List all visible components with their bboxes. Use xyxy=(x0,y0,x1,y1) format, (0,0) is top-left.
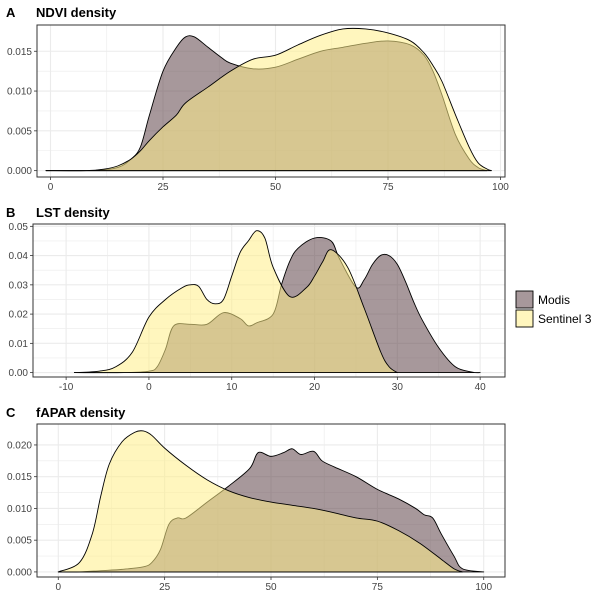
panel-title: NDVI density xyxy=(36,5,117,20)
x-tick-label: 50 xyxy=(265,582,277,593)
density-areas xyxy=(73,230,481,374)
x-tick-label: -10 xyxy=(59,382,74,393)
x-tick-label: 20 xyxy=(309,382,321,393)
y-tick-label: 0.03 xyxy=(9,280,29,291)
panel-title: fAPAR density xyxy=(36,405,126,420)
y-tick-label: 0.020 xyxy=(7,440,32,451)
panel-tag: A xyxy=(6,5,16,20)
x-tick-label: 10 xyxy=(226,382,238,393)
y-tick-label: 0.02 xyxy=(9,310,29,321)
x-tick-label: 30 xyxy=(392,382,404,393)
x-tick-label: 100 xyxy=(475,582,492,593)
x-tick-label: 0 xyxy=(48,182,54,193)
panel-border xyxy=(36,24,506,178)
y-tick-label: 0.000 xyxy=(7,567,32,578)
x-tick-label: 25 xyxy=(159,582,171,593)
y-tick-label: 0.000 xyxy=(7,166,32,177)
density-areas xyxy=(45,27,492,172)
y-tick-label: 0.05 xyxy=(9,222,29,233)
x-tick-label: 0 xyxy=(55,582,61,593)
y-tick-label: 0.015 xyxy=(7,472,32,483)
panel-a: A NDVI density 0 25 50 75 100 0.000 0.005 0.010 0.… xyxy=(6,5,509,193)
x-tick-label: 50 xyxy=(270,182,282,193)
legend-label: Sentinel 3 xyxy=(538,312,592,326)
legend: Modis Sentinel 3 xyxy=(515,290,592,328)
x-tick-label: 25 xyxy=(157,182,169,193)
y-tick-label: 0.01 xyxy=(9,339,29,350)
y-tick-label: 0.010 xyxy=(7,504,32,515)
legend-label: Modis xyxy=(538,293,570,307)
density-area-sentinel-3 xyxy=(73,230,398,374)
x-tick-label: 75 xyxy=(372,582,384,593)
density-area-sentinel-3 xyxy=(45,27,492,172)
y-tick-label: 0.010 xyxy=(7,87,32,98)
panel-tag: B xyxy=(6,205,15,220)
y-tick-label: 0.005 xyxy=(7,536,32,547)
x-tick-label: 40 xyxy=(475,382,487,393)
density-area-sentinel-3 xyxy=(57,430,463,573)
legend-key xyxy=(515,290,534,309)
y-tick-label: 0.04 xyxy=(9,251,29,262)
panel-b: B LST density -10 0 10 20 30 40 0.00 0.01 0.02 0.03… xyxy=(6,205,506,393)
legend-key xyxy=(515,309,534,328)
density-areas xyxy=(57,430,485,573)
x-tick-label: 100 xyxy=(492,182,509,193)
panel-border xyxy=(32,223,506,378)
y-tick-label: 0.005 xyxy=(7,126,32,137)
panel-tag: C xyxy=(6,405,16,420)
x-tick-label: 0 xyxy=(146,382,152,393)
x-tick-label: 75 xyxy=(382,182,394,193)
panel-title: LST density xyxy=(36,205,110,220)
y-tick-label: 0.015 xyxy=(7,47,32,58)
y-tick-label: 0.00 xyxy=(9,368,29,379)
